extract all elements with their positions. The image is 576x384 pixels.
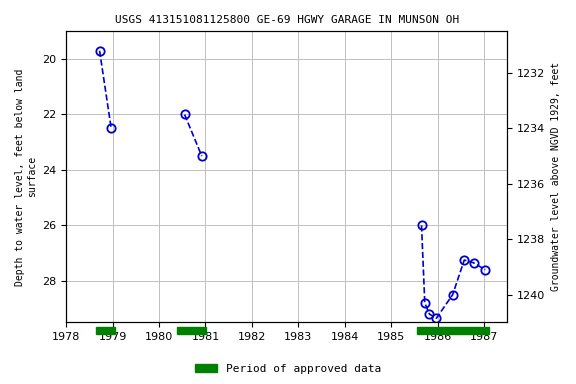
Y-axis label: Groundwater level above NGVD 1929, feet: Groundwater level above NGVD 1929, feet [551,62,561,291]
Bar [96,327,115,334]
Legend: Period of approved data: Period of approved data [191,359,385,379]
Bar [177,327,206,334]
Title: USGS 413151081125800 GE-69 HGWY GARAGE IN MUNSON OH: USGS 413151081125800 GE-69 HGWY GARAGE I… [115,15,459,25]
Bar [417,327,489,334]
Y-axis label: Depth to water level, feet below land
surface: Depth to water level, feet below land su… [15,68,37,286]
